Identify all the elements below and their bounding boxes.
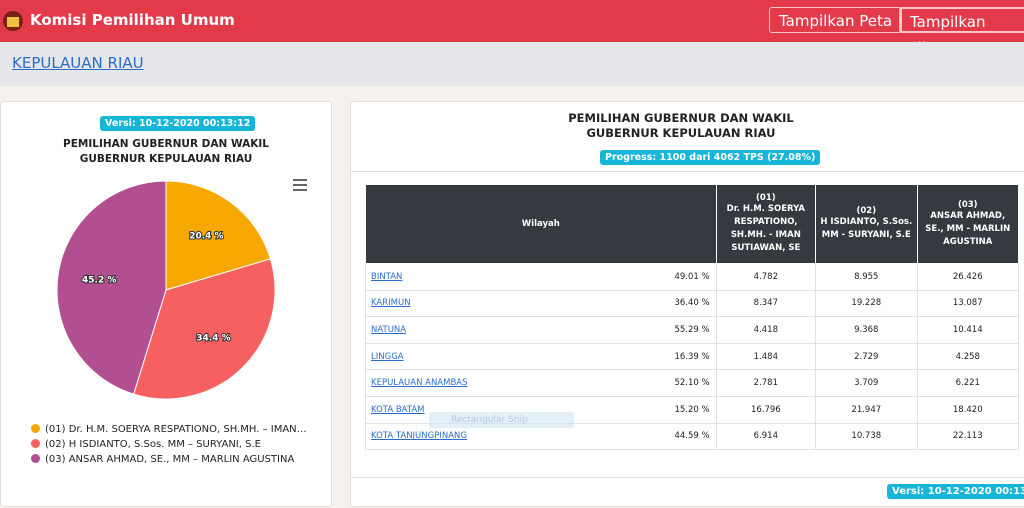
version-badge: Versi: 10-12-2020 00:13:12 <box>887 484 1024 499</box>
slice-label: 45.2 % <box>82 275 116 285</box>
candidate-name: Wilayah <box>521 218 560 229</box>
legend-label: (02) H ISDIANTO, S.Sos. MM – SURYANI, S.… <box>45 439 261 450</box>
table-card: PEMILIHAN GUBERNUR DAN WAKIL GUBERNUR KE… <box>350 101 1024 507</box>
vote-cell: 2.781 <box>715 369 817 397</box>
vote-cell: 8.955 <box>815 263 918 291</box>
vote-cell: 19.228 <box>815 289 918 318</box>
map-button[interactable]: Tampilkan Peta <box>769 7 903 33</box>
legend-label: (01) Dr. H.M. SOERYA RESPATIONO, SH.MH. … <box>45 424 307 435</box>
chart-card: Versi: 10-12-2020 00:13:12 PEMILIHAN GUB… <box>0 101 332 507</box>
vote-cell: 6.221 <box>916 369 1020 397</box>
column-header: (01) Dr. H.M. SOERYA RESPATIONO, SH.MH. -… <box>715 184 817 264</box>
column-header: (03) ANSAR AHMAD, SE., MM - MARLIN AGUSTI… <box>916 184 1020 264</box>
region-link[interactable]: KARIMUN <box>371 298 411 309</box>
vote-cell: 1.484 <box>715 342 817 371</box>
table-title: PEMILIHAN GUBERNUR DAN WAKIL GUBERNUR KE… <box>568 111 794 140</box>
table-row: KARIMUN 36.40 % 8.347 19.228 13.087 <box>365 289 1020 318</box>
turnout: 52.10 % <box>674 378 710 389</box>
vote-cell: 21.947 <box>815 395 918 424</box>
breadcrumb-bar: KEPULAUAN RIAU <box>0 42 1024 86</box>
table-row: NATUNA 55.29 % 4.418 9.368 10.414 <box>365 316 1020 344</box>
vote-cell: 22.113 <box>916 422 1020 451</box>
region-link[interactable]: LINGGA <box>371 351 404 362</box>
region-link[interactable]: KOTA BATAM <box>371 404 425 415</box>
snip-overlay: Rectangular Snip <box>429 412 574 428</box>
vote-cell: 4.782 <box>715 263 817 291</box>
header-row: Wilayah (01) Dr. H.M. SOERYA RESPATIONO, S… <box>365 184 1020 264</box>
vote-cell: 18.420 <box>916 395 1020 424</box>
pie-slice <box>165 180 272 291</box>
vote-cell: 9.368 <box>815 316 918 344</box>
legend-swatch <box>31 424 40 433</box>
pie-slice <box>56 180 167 395</box>
progress-badge: Progress: 1100 dari 4062 TPS (27.08%) <box>600 150 821 165</box>
turnout: 36.40 % <box>674 298 710 309</box>
menu-icon[interactable] <box>293 179 307 191</box>
candidate-number: (02) <box>856 206 877 216</box>
chart-title: PEMILIHAN GUBERNUR DAN WAKIL GUBERNUR KE… <box>63 138 269 165</box>
top-bar: Komisi Pemilihan Umum Tampilkan Peta Tam… <box>0 0 1024 57</box>
region-link[interactable]: NATUNA <box>371 324 407 335</box>
turnout: 55.29 % <box>674 324 710 335</box>
filter-button[interactable]: Tampilkan Filter <box>899 7 1024 57</box>
table-row: LINGGA 16.39 % 1.484 2.729 4.258 <box>365 342 1020 371</box>
legend-item[interactable]: (01) Dr. H.M. SOERYA RESPATIONO, SH.MH. … <box>31 424 307 435</box>
version-badge: Versi: 10-12-2020 00:13:12 <box>100 116 256 131</box>
logo <box>3 11 23 31</box>
region-link[interactable]: KEPULAUAN ANAMBAS <box>371 378 468 389</box>
vote-cell: 26.426 <box>916 263 1020 291</box>
legend-label: (03) ANSAR AHMAD, SE., MM – MARLIN AGUST… <box>45 454 295 465</box>
vote-cell: 3.709 <box>815 369 918 397</box>
column-header: (02) H ISDIANTO, S.Sos. MM - SURYANI, S.E <box>815 184 918 264</box>
table-row: KOTA BATAM 15.20 % 16.796 21.947 18.420 <box>365 395 1020 424</box>
region-cell: KEPULAUAN ANAMBAS 52.10 % <box>365 369 717 397</box>
table-row: BINTAN 49.01 % 4.782 8.955 26.426 <box>365 263 1020 291</box>
region-cell: BINTAN 49.01 % <box>365 263 717 291</box>
slice-label: 20.4 % <box>189 231 223 241</box>
vote-cell: 6.914 <box>715 422 817 451</box>
pie-slice <box>132 258 276 400</box>
vote-cell: 4.418 <box>715 316 817 344</box>
results-table: Wilayah (01) Dr. H.M. SOERYA RESPATIONO, S… <box>365 184 1020 451</box>
slice-label: 34.4 % <box>196 334 230 344</box>
region-link[interactable]: KOTA TANJUNGPINANG <box>371 431 467 442</box>
vote-cell: 2.729 <box>815 342 918 371</box>
legend-swatch <box>31 439 40 448</box>
region-cell: LINGGA 16.39 % <box>365 342 717 371</box>
column-header: Wilayah <box>365 184 717 264</box>
brand[interactable]: Komisi Pemilihan Umum <box>30 11 235 29</box>
pie-chart: 20.4 % 34.4 % 45.2 % <box>56 180 276 400</box>
divider <box>351 477 1024 478</box>
table-row: KEPULAUAN ANAMBAS 52.10 % 2.781 3.709 6.221 <box>365 369 1020 397</box>
turnout: 44.59 % <box>674 431 710 442</box>
candidate-number: (03) <box>957 199 978 210</box>
legend-swatch <box>31 454 40 463</box>
vote-cell: 10.738 <box>815 422 918 451</box>
turnout: 49.01 % <box>674 271 710 282</box>
vote-cell: 10.414 <box>916 316 1020 344</box>
candidate-name: H ISDIANTO, S.Sos. MM - SURYANI, S.E <box>820 217 913 240</box>
region-cell: NATUNA 55.29 % <box>365 316 717 344</box>
candidate-name: ANSAR AHMAD, SE., MM - MARLIN AGUSTINA <box>925 210 1011 247</box>
vote-cell: 16.796 <box>715 395 817 424</box>
divider <box>351 171 1024 172</box>
region-cell: KARIMUN 36.40 % <box>365 289 717 318</box>
turnout: 15.20 % <box>674 404 710 415</box>
vote-cell: 13.087 <box>916 289 1020 318</box>
legend-item[interactable]: (03) ANSAR AHMAD, SE., MM – MARLIN AGUST… <box>31 454 294 465</box>
turnout: 16.39 % <box>674 351 710 362</box>
legend-item[interactable]: (02) H ISDIANTO, S.Sos. MM – SURYANI, S.… <box>31 439 261 450</box>
candidate-name: Dr. H.M. SOERYA RESPATIONO, SH.MH. - IMA… <box>726 204 806 253</box>
breadcrumb-link[interactable]: KEPULAUAN RIAU <box>12 54 144 72</box>
vote-cell: 4.258 <box>916 342 1020 371</box>
candidate-number: (01) <box>756 193 776 203</box>
vote-cell: 8.347 <box>715 289 817 318</box>
region-link[interactable]: BINTAN <box>371 271 403 282</box>
